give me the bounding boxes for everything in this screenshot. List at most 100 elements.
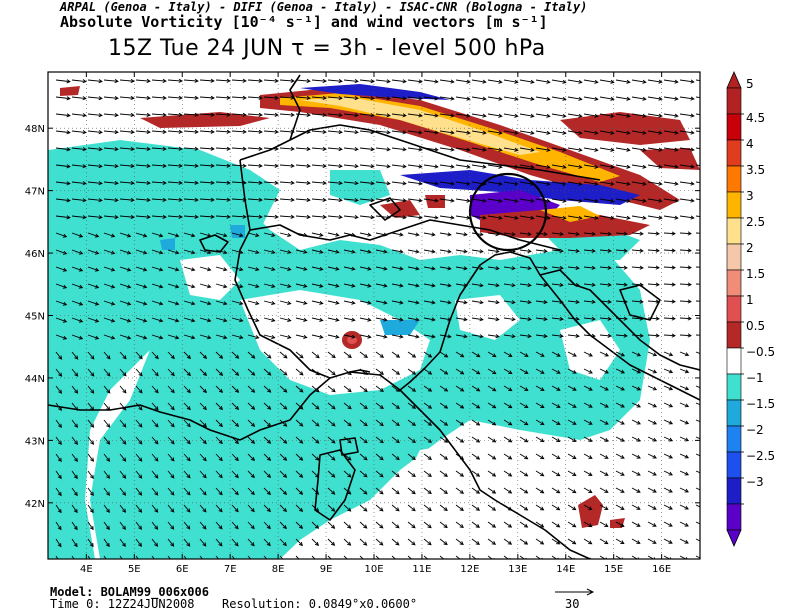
wind-arrow [135,368,143,377]
wind-arrow [615,521,625,527]
wind-arrow [263,266,276,272]
wind-arrow [679,538,689,544]
wind-arrow [391,538,400,546]
wind-arrow [55,538,62,548]
wind-arrow [583,351,593,357]
wind-arrow [247,129,263,134]
wind-arrow [87,266,100,272]
wind-arrow [183,146,199,151]
wind-arrow [359,147,375,152]
wind-arrow [471,470,481,477]
wind-arrow [487,504,497,511]
wind-arrow [631,419,641,425]
wind-arrow [695,181,700,184]
wind-arrow [231,385,240,393]
colorbar-tick-label: 4.5 [746,111,765,125]
wind-arrow [423,385,433,392]
wind-arrow [183,232,196,238]
colorbar-swatch [726,217,742,245]
wind-arrow [423,283,436,288]
wind-arrow [551,147,567,152]
lon-tick-label: 8E [272,564,285,575]
wind-arrow [455,368,465,375]
wind-arrow [135,538,142,547]
wind-arrow [695,249,700,251]
wind-arrow [359,487,368,495]
wind-arrow [695,453,700,457]
wind-arrow [343,147,359,152]
wind-arrow [279,317,292,322]
wind-arrow [167,436,175,445]
wind-arrow [487,147,503,152]
wind-arrow [519,283,532,288]
wind-arrow [679,521,689,527]
wind-arrow [183,538,191,547]
wind-arrow [679,419,690,425]
wind-arrow [503,470,513,477]
wind-arrow [343,334,356,339]
wind-arrow [583,538,593,545]
wind-arrow [535,521,545,528]
wind-arrow [327,470,336,478]
wind-arrow [263,504,271,513]
wind-arrow [423,334,436,339]
wind-arrow [679,231,692,236]
wind-arrow [183,249,196,255]
wind-arrow [55,351,63,360]
wind-arrow [679,368,690,374]
colorbar-tick-label: 3.5 [746,163,765,177]
colorbar-swatch [726,425,742,453]
wind-arrow [263,283,276,289]
wind-arrow [295,385,304,393]
wind-arrow [583,215,599,220]
wind-arrow [119,368,127,377]
wind-arrow [103,453,111,462]
wind-arrow [663,113,679,118]
wind-arrow [423,113,439,118]
wind-arrow [631,487,641,493]
wind-arrow [87,96,103,101]
wind-arrow [167,334,180,340]
wind-arrow [535,282,548,288]
colorbar-tick-label: −1.5 [746,397,775,411]
wind-arrow [151,266,164,272]
wind-arrow [279,146,295,151]
wind-arrow [487,402,497,409]
wind-arrow [647,96,663,101]
wind-arrow [391,283,404,288]
wind-arrow [695,436,700,440]
wind-arrow [535,351,545,357]
wind-arrow [551,248,564,254]
wind-arrow [71,181,87,186]
colorbar-bottom-arrow [726,529,742,547]
wind-arrow [327,214,343,220]
wind-arrow [375,538,384,546]
wind-arrow [343,351,352,359]
colorbar-tick-label: 3 [746,189,754,203]
wind-arrow [455,249,468,254]
wind-arrow [679,316,692,321]
wind-arrow [215,112,231,117]
wind-arrow [119,95,135,101]
wind-arrow [183,78,199,83]
wind-arrow [407,351,417,358]
wind-arrow [663,79,679,84]
wind-arrow [487,351,497,358]
wind-arrow [455,351,465,358]
wind-arrow [503,79,519,84]
wind-arrow [135,146,151,151]
wind-arrow [87,385,95,394]
wind-arrow [583,113,599,118]
wind-arrow [551,453,561,460]
wind-arrow [647,198,663,203]
wind-arrow [535,130,551,135]
wind-arrow [439,266,452,271]
wind-arrow [471,130,487,135]
wind-arrow [487,283,500,288]
wind-arrow [119,555,123,559]
colorbar-tick-label: 2.5 [746,215,765,229]
wind-arrow [663,521,673,527]
wind-arrow [599,130,615,135]
lon-tick-label: 11E [412,564,431,575]
wind-arrow [215,453,223,462]
